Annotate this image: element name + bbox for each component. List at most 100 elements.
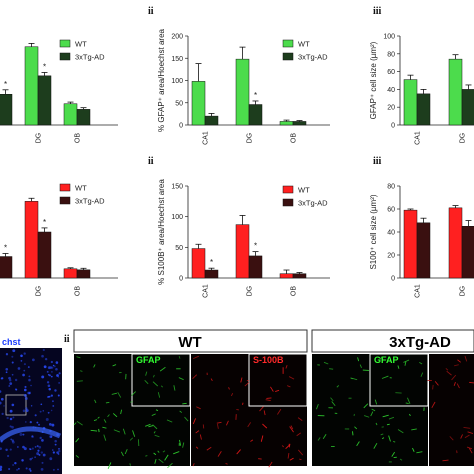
cell-process [419,361,423,365]
cell-process [329,368,334,370]
nucleus [16,468,18,471]
panel-label: iii [373,156,382,167]
y-tick-label: 100 [383,34,395,41]
cell-process [199,434,202,440]
nucleus [39,436,42,440]
chart-c6: 0 20 40 60 80 S100⁺ cell size (µm²) iii CA1 DG [369,156,474,298]
nucleus [11,373,14,376]
cell-process [397,365,400,369]
nucleus [28,467,32,471]
nucleus [54,389,57,392]
nucleus [51,423,55,427]
cell-process [330,397,334,402]
cell-process [179,439,182,446]
bar-3xtg-ad-DG [461,226,474,279]
cell-process [405,402,409,405]
cell-process [388,416,395,420]
cell-process [75,438,80,443]
nucleus [46,370,49,373]
cell-process [380,433,384,436]
cell-process [391,451,396,457]
legend-swatch [59,196,71,205]
y-tick-label: 100 [171,214,183,221]
cell-process [102,426,107,429]
cell-process [79,370,83,372]
cell-process [192,463,195,467]
cell-process [131,391,136,396]
cell-process [354,426,358,430]
cell-process [217,450,222,457]
nucleus [23,393,27,397]
nucleus [23,363,26,366]
cell-process [162,450,166,453]
nucleus [19,433,23,436]
nucleus [28,392,31,395]
cell-process [393,440,396,443]
nucleus [48,395,51,398]
cell-process [103,419,107,423]
cell-process [375,422,378,426]
tg-gfap-cells [316,356,425,463]
y-tick-label: 0 [391,123,395,130]
nucleus [38,423,41,426]
nucleus [48,374,51,377]
nucleus [15,388,18,391]
nucleus [23,388,27,392]
nucleus [38,453,41,456]
nucleus [23,447,27,451]
cell-process [457,359,461,363]
nucleus [8,385,11,387]
cell-process [323,361,329,365]
cell-process [445,367,449,371]
nucleus [5,448,8,452]
bar-wt-CA1 [191,81,206,126]
nucleus [17,467,20,470]
inset-gfap-tg-box [369,353,429,407]
nucleus [52,364,55,367]
nucleus [10,438,12,441]
nucleus [0,465,3,469]
nucleus [14,378,18,382]
cell-process [403,359,410,363]
nucleus [0,401,2,405]
bar-3xtg-ad-cut [0,256,13,279]
y-tick-label: 200 [171,34,183,41]
cell-process [75,455,80,458]
nucleus [49,366,53,370]
cell-process [210,378,213,382]
cell-process [290,425,294,430]
cell-process [281,445,285,448]
nucleus [17,367,21,370]
nucleus [43,365,47,369]
cell-process [277,408,282,415]
significance-star: * [43,62,46,71]
tg-s100b-image [429,354,474,466]
cell-process [236,449,241,455]
nucleus [11,425,14,429]
cell-process [373,442,378,449]
cell-process [240,377,243,383]
bar-wt-OB [279,121,294,126]
cell-process [107,462,112,469]
y-tick-label: 80 [387,51,395,58]
cell-process [129,463,131,466]
x-tick-label: DG [460,133,467,144]
nucleus [36,445,39,448]
cell-process [288,443,291,447]
y-tick-label: 50 [175,245,183,252]
nucleus [55,361,59,364]
nucleus [52,451,55,454]
legend-swatch [59,39,71,48]
y-axis-label: % S100B⁺ area/Hoechst area [157,179,166,285]
y-tick-label: 50 [175,100,183,107]
cell-process [157,392,161,398]
nucleus [50,375,53,378]
cell-process [155,409,159,411]
cell-process [399,458,403,461]
nucleus [8,468,11,471]
bar-3xtg-ad-DG [248,255,263,279]
cell-process [76,420,83,426]
nucleus [11,361,14,364]
nucleus [52,400,54,403]
y-tick-label: 40 [387,230,395,237]
